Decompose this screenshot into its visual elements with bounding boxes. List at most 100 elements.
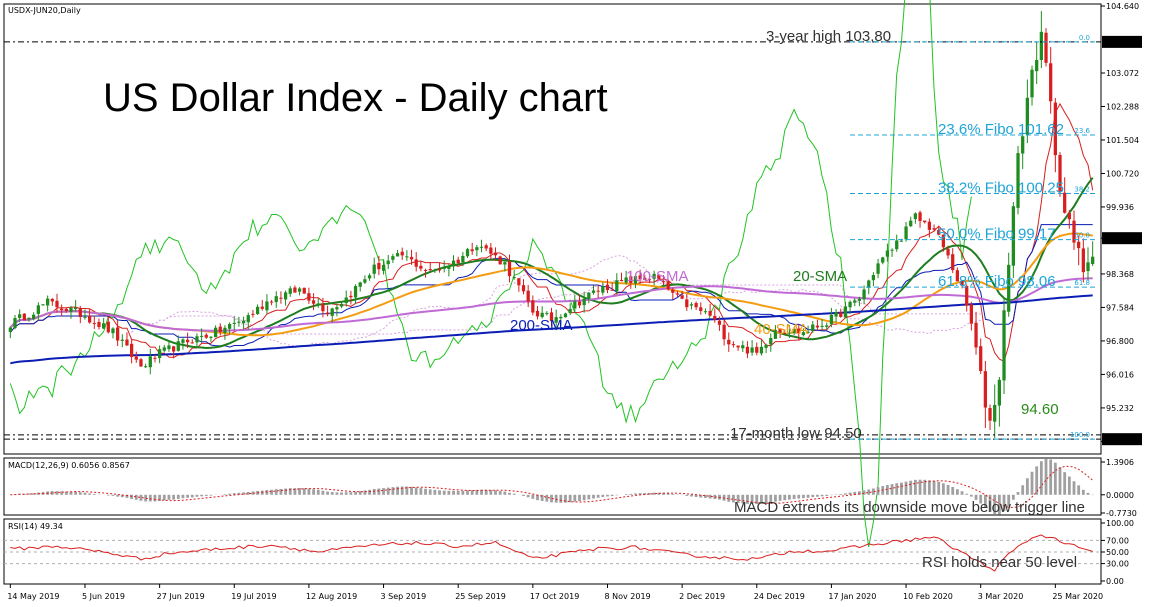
fibo-label: 50.0% Fibo 99.17 [938, 226, 1056, 243]
y-tick-label: 96.800 [1106, 337, 1134, 346]
candle-body [213, 327, 218, 338]
candle-body [111, 328, 115, 334]
candle-body [741, 345, 745, 349]
candle-body [946, 248, 950, 256]
x-tick-label: 5 Jun 2019 [82, 592, 125, 601]
candle-body [820, 325, 824, 327]
candle-body [102, 323, 106, 329]
candle-body [960, 280, 964, 286]
candle-body [367, 275, 372, 279]
candle-body [470, 249, 474, 252]
candle-body [652, 273, 656, 279]
candle-body [255, 306, 260, 315]
candle-body [265, 301, 269, 311]
candle-body [465, 249, 470, 257]
candle-body [237, 321, 241, 323]
candle-body [344, 297, 348, 304]
candle-body [913, 213, 918, 220]
price-box [1102, 433, 1142, 446]
candle-body [988, 408, 992, 421]
candle-body [1077, 241, 1081, 249]
candle-body [801, 332, 806, 336]
candle-body [1081, 248, 1085, 273]
candle-body [325, 312, 330, 315]
candle-body [540, 312, 544, 318]
rsi-layer [4, 534, 1101, 572]
candle-body [951, 254, 955, 271]
candle-body [680, 295, 684, 299]
candle-body [125, 339, 129, 346]
candle-body [1086, 262, 1090, 272]
candle-body [1072, 220, 1076, 243]
x-tick-label: 3 Mar 2020 [978, 592, 1024, 601]
candle-body [167, 345, 171, 350]
candle-body [829, 314, 834, 324]
candle-body [736, 345, 740, 348]
candle-body [848, 301, 852, 308]
rsi-label: RSI(14) 49.34 [8, 522, 63, 531]
candle-body [27, 317, 31, 320]
y-tick-label: 97.584 [1106, 303, 1134, 312]
candle-body [442, 267, 446, 269]
candle-body [843, 306, 848, 318]
candle-body [769, 338, 773, 345]
candle-body [199, 335, 204, 337]
candle-body [60, 308, 64, 311]
candle-body [839, 312, 843, 317]
x-tick-label: 12 Aug 2019 [306, 592, 357, 601]
candle-body [965, 286, 969, 306]
y-tick-label: 99.205 [1106, 234, 1134, 243]
candle-body [629, 276, 633, 284]
candle-body [979, 346, 983, 372]
candle-body [1058, 155, 1062, 192]
rsi-y-tick-label: 30.00 [1106, 560, 1129, 569]
candle-body [330, 308, 334, 316]
macd-y-tick-label: -0.7730 [1106, 509, 1137, 518]
candle-body [227, 324, 232, 329]
candle-body [13, 318, 17, 329]
y-tick-label: 96.016 [1106, 370, 1134, 379]
candle-body [321, 303, 325, 312]
candle-body [209, 336, 213, 338]
candle-body [1011, 206, 1015, 266]
candle-body [283, 292, 288, 300]
sma20-line [9, 177, 1094, 350]
candle-body [157, 349, 162, 359]
axis-layer: 104.640 103.072 102.288 101.504 100.720 99.93… [7, 2, 1142, 601]
candle-body [246, 315, 250, 323]
candle-body [437, 269, 442, 271]
y-box-label: 103.800 [1106, 38, 1139, 47]
candle-body [503, 262, 507, 265]
candle-body [241, 320, 246, 324]
candle-body [377, 262, 381, 270]
candle-body [153, 357, 157, 359]
candle-body [783, 332, 787, 334]
candle-body [787, 332, 792, 334]
candle-body [937, 230, 941, 235]
candle-body [260, 306, 264, 309]
candle-body [591, 290, 596, 293]
candle-body [647, 278, 652, 280]
chikou-span [9, 0, 972, 547]
rsi-y-tick-label: 50.00 [1106, 548, 1129, 557]
candle-body [391, 256, 395, 260]
candle-body [1063, 192, 1067, 213]
candle-body [433, 270, 437, 272]
candle-body [1091, 256, 1095, 265]
candle-body [755, 346, 759, 353]
candle-body [834, 312, 838, 317]
macd-layer [10, 459, 1095, 515]
candle-body [643, 277, 647, 281]
y-tick-label: 101.504 [1106, 136, 1139, 145]
rsi-y-tick-label: 100.00 [1106, 519, 1134, 528]
x-tick-label: 19 Jul 2019 [231, 592, 276, 601]
candle-body [339, 303, 344, 307]
candle-body [302, 287, 306, 294]
x-tick-label: 17 Jan 2020 [828, 592, 876, 601]
low-annotation: 17-month low 94.50 [730, 425, 862, 442]
candle-body [717, 320, 722, 325]
candle-body [573, 301, 577, 309]
candle-body [428, 269, 432, 271]
candle-body [559, 316, 563, 319]
candle-body [451, 260, 456, 267]
